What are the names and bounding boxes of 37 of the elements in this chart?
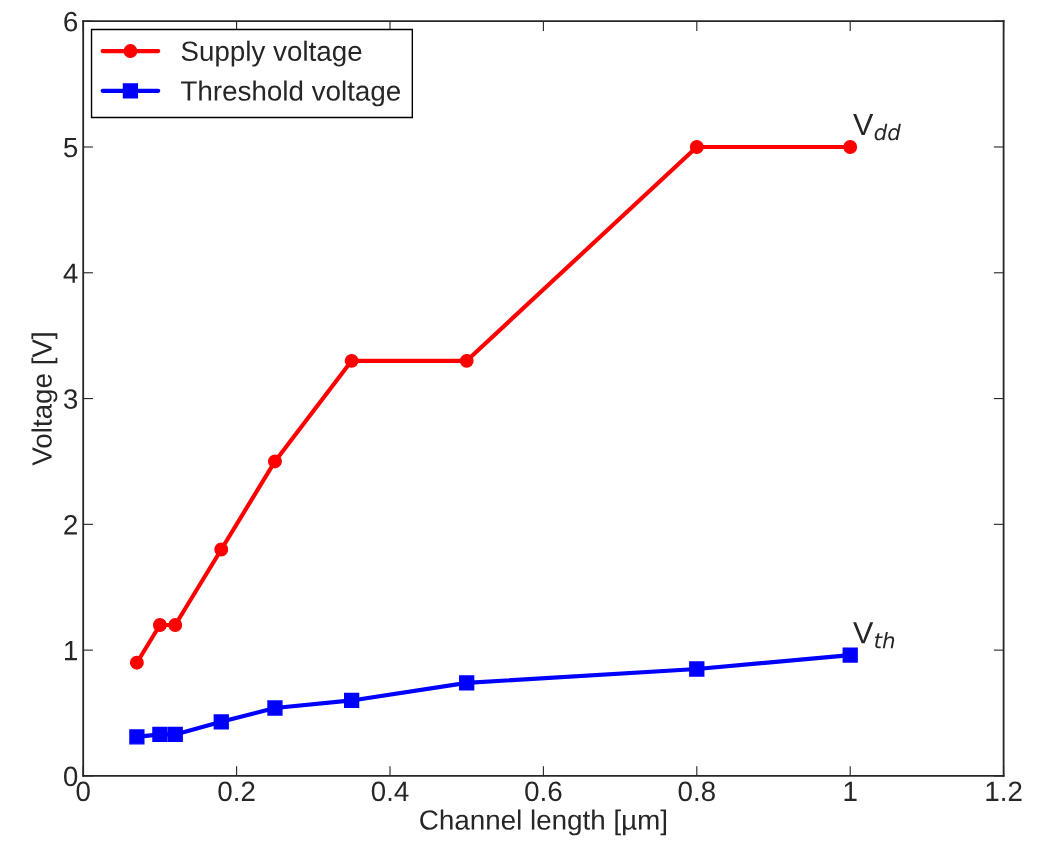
point [129,655,144,670]
y-axis-title: Voltage [V] [31,333,58,466]
y-tick-label: 2 [64,515,77,535]
point [152,726,168,743]
point [689,140,704,154]
point [344,353,359,368]
x-tick-label: 0.4 [371,781,409,802]
x-axis-title: Channel length [µm] [420,809,667,836]
y-tick-label: 6 [64,11,78,32]
y-tick-label: 3 [63,389,78,409]
point [842,647,858,663]
point [152,618,167,632]
point [843,140,858,154]
x-tick-label: 0.8 [678,781,715,802]
x-tick-label: 1 [844,781,857,801]
x-tick-label: 0.6 [525,781,562,802]
point [459,675,475,691]
point [168,618,183,632]
point [344,692,360,709]
legend-label: Threshold voltage [181,80,400,107]
y-tick-label: 0 [63,766,78,787]
annotation: V$_{th}$ [853,622,895,649]
y-tick-label: 4 [63,263,78,283]
point [268,454,282,469]
point [267,700,283,716]
x-tick-label: 1.2 [986,781,1022,801]
y-tick-label: 1 [65,641,77,661]
point [213,714,229,730]
legend-label: Supply voltage [181,40,362,67]
point [459,353,474,368]
point [214,542,229,557]
point [167,726,183,743]
y-tick-label: 5 [64,137,78,158]
x-tick-label: 0.2 [218,781,255,802]
point [129,729,145,745]
annotation: V$_{dd}$ [853,114,901,141]
point [689,661,705,677]
